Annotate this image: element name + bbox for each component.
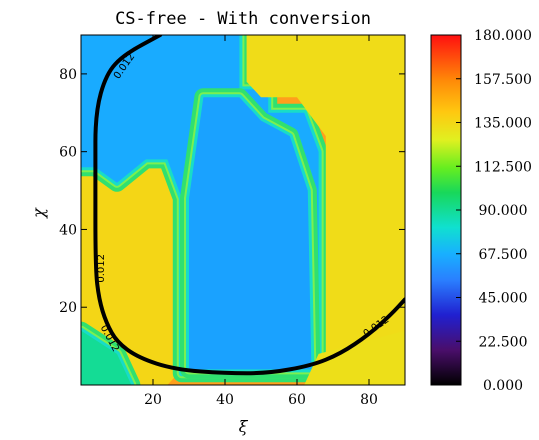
region-bottom-left-corner xyxy=(81,330,132,385)
x-tick-label: 20 xyxy=(144,392,162,408)
y-tick-label: 20 xyxy=(59,300,77,316)
y-tick-label: 60 xyxy=(59,145,77,161)
region-left-band xyxy=(81,159,182,385)
colorbar-tick-label: 22.500 xyxy=(479,334,528,350)
colorbar-tick-label: 180.000 xyxy=(474,28,532,44)
colorbar-tick-label: 45.000 xyxy=(479,291,528,307)
plot-frame xyxy=(80,34,406,386)
heatmap-regions xyxy=(81,35,405,385)
x-axis: 20 40 60 80 xyxy=(144,35,378,408)
colorbar-tick-label: 112.500 xyxy=(474,159,532,175)
region-bottom-right xyxy=(304,330,405,385)
colorbar-tick-label: 135.000 xyxy=(474,116,532,132)
region-central-basin-deep xyxy=(189,97,312,370)
y-tick-label: 80 xyxy=(59,67,77,83)
x-tick-label: 40 xyxy=(216,392,234,408)
colorbar-ticks: 0.000 22.500 45.000 67.500 90.000 112.500 135.… xyxy=(456,28,532,394)
chart-title: CS-free - With conversion xyxy=(115,9,371,29)
contour-label: 0.012 xyxy=(96,254,107,283)
y-tick-label: 40 xyxy=(59,222,77,238)
colorbar-tick-label: 157.500 xyxy=(474,72,532,88)
colorbar-tick-label: 90.000 xyxy=(479,203,528,219)
contour-line xyxy=(93,35,405,376)
colorbar-tick-label: 67.500 xyxy=(479,247,528,263)
region-right-block xyxy=(246,35,405,385)
y-axis: 20 40 60 80 xyxy=(59,67,405,316)
x-tick-label: 80 xyxy=(360,392,378,408)
y-axis-label: χ xyxy=(29,207,48,219)
colorbar-tick-label: 0.000 xyxy=(483,378,523,394)
x-tick-label: 60 xyxy=(288,392,306,408)
x-axis-label: ξ xyxy=(239,417,249,436)
